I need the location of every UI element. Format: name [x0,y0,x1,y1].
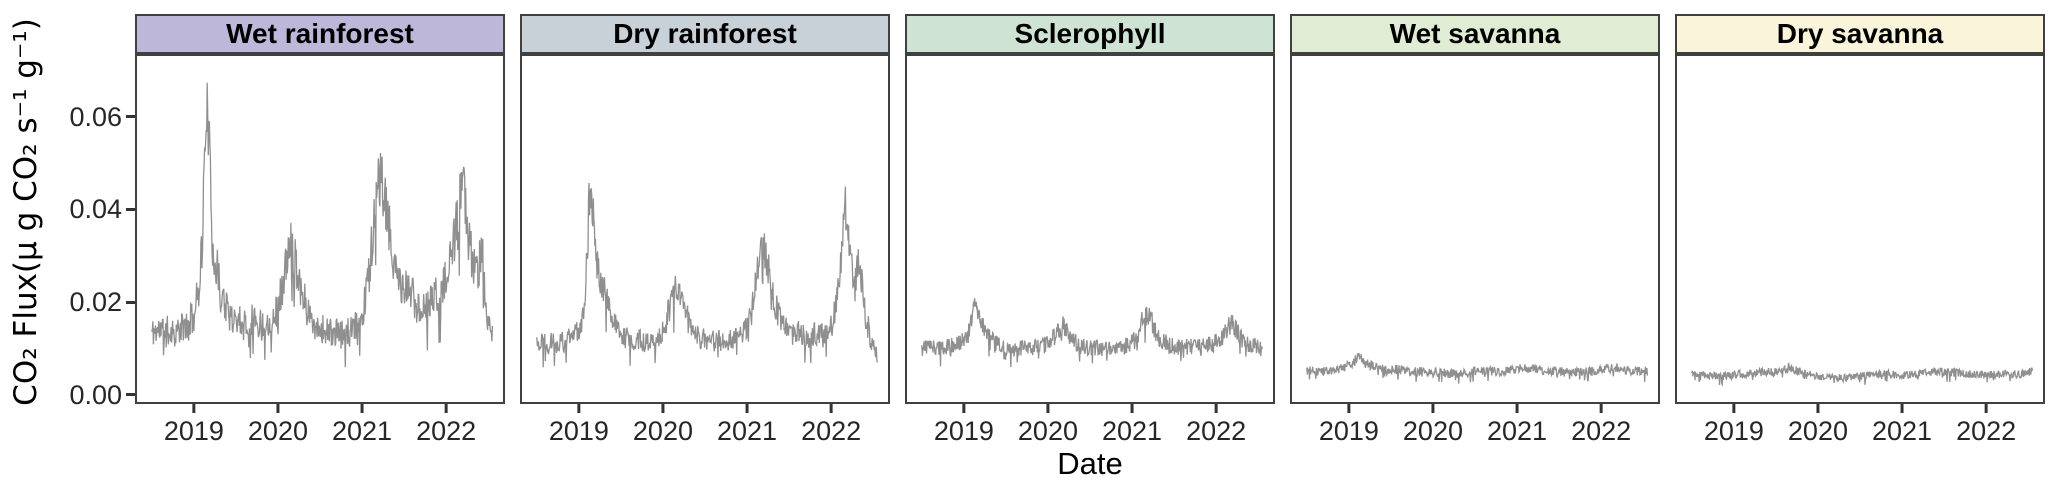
x-tick-label: 2019 [548,416,609,446]
x-tick-label: 2021 [1101,416,1163,446]
facet-strip-title: Wet rainforest [135,14,505,54]
flux-time-series [921,298,1264,368]
x-tick-label: 2019 [1318,416,1379,446]
x-tick-label: 2022 [416,416,477,446]
x-tick-label: 2019 [163,416,224,446]
facet-panel: Dry savanna 2019 2020 2021 2022 [1675,14,2045,446]
x-tick-label: 2021 [1486,416,1548,446]
x-tick-label: 2020 [1017,416,1078,446]
x-tick-label: 2019 [1703,416,1764,446]
x-tick-label: 2020 [247,416,308,446]
y-tick-label: 0.06 [69,101,122,132]
facet-plot-area [1290,54,1660,413]
flux-time-series [1306,352,1649,384]
facet-panel: Sclerophyll 2019 2020 2021 2022 [905,14,1275,446]
y-tick-mark [126,207,135,211]
y-tick-mark [126,393,135,397]
x-tick-label: 2021 [331,416,393,446]
facet-strip-title: Dry rainforest [520,14,890,54]
x-tick-label: 2022 [1571,416,1632,446]
panel-border [1675,54,2045,404]
x-tick-label: 2020 [632,416,693,446]
y-tick-mark [126,300,135,304]
y-tick-mark [126,115,135,119]
x-tick-label: 2020 [1402,416,1463,446]
x-tick-label: 2021 [1871,416,1933,446]
facet-panel: Wet rainforest 2019 2020 2021 2022 [135,14,505,446]
panel-border [135,54,505,404]
flux-time-series [1691,362,2034,388]
facet-panels: Wet rainforest 2019 2020 2021 2022 Dry rainfo… [135,14,2045,446]
flux-time-series [151,82,494,368]
facet-strip-title: Sclerophyll [905,14,1275,54]
facet-plot-area [135,54,505,413]
x-axis-title: Date [1057,446,1123,481]
y-tick-label: 0.00 [69,379,122,410]
x-tick-label: 2020 [1787,416,1848,446]
facet-panel: Dry rainforest 2019 2020 2021 2022 [520,14,890,446]
y-tick-label: 0.02 [69,287,122,317]
x-tick-label: 2021 [716,416,778,446]
x-tick-label: 2022 [1956,416,2017,446]
flux-time-series [536,182,879,368]
panel-border [1290,54,1660,404]
y-tick-label: 0.04 [69,194,122,225]
facet-panel: Wet savanna 2019 2020 2021 2022 [1290,14,1660,446]
panel-border [520,54,890,404]
facet-strip-title: Dry savanna [1675,14,2045,54]
facet-plot-area [1675,54,2045,413]
facet-plot-area [905,54,1275,413]
facet-plot-area [520,54,890,413]
x-tick-label: 2022 [801,416,862,446]
panel-border [905,54,1275,404]
x-tick-label: 2022 [1186,416,1247,446]
facet-strip-title: Wet savanna [1290,14,1660,54]
x-tick-label: 2019 [933,416,994,446]
